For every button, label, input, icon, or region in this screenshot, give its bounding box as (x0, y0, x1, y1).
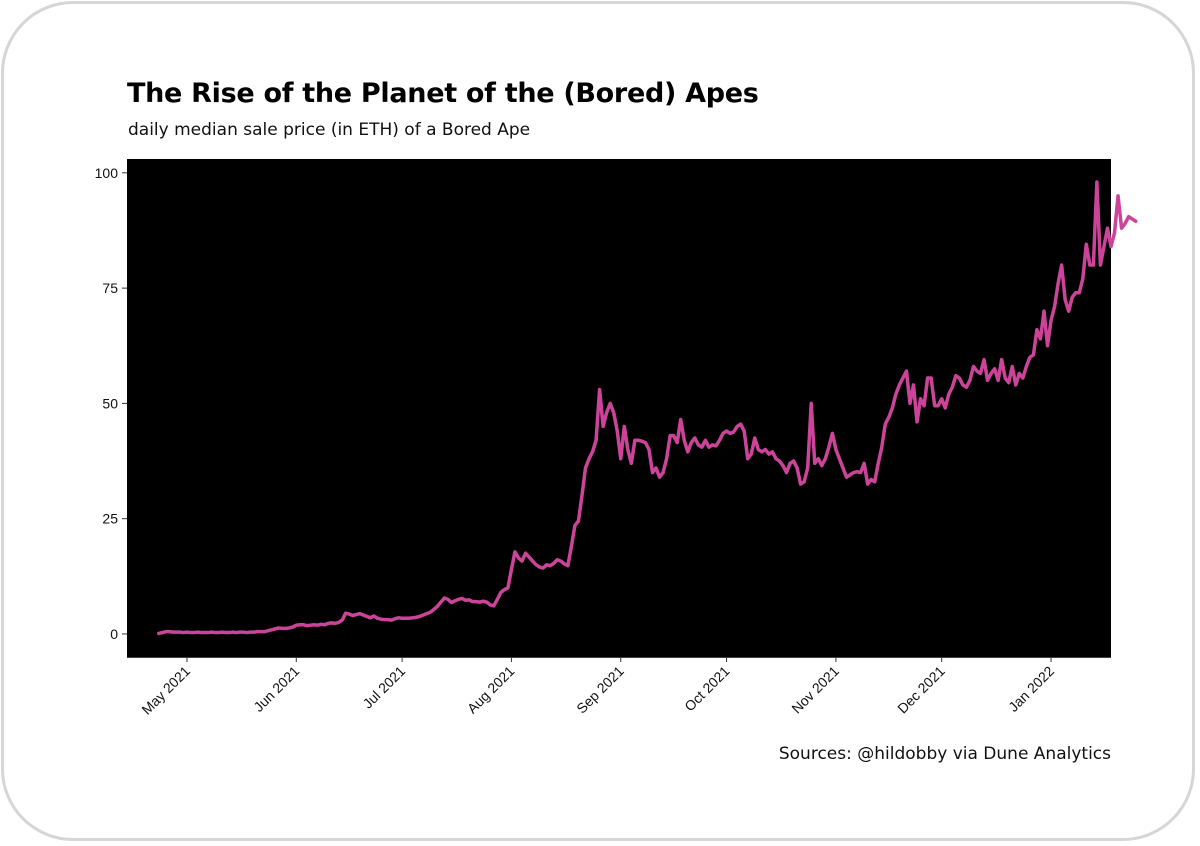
x-tick-label: Sep 2021 (573, 663, 627, 717)
y-tick-label: 25 (102, 511, 118, 527)
price-line (156, 180, 1138, 636)
chart-subtitle: daily median sale price (in ETH) of a Bo… (128, 120, 531, 140)
x-axis: May 2021 Jun 2021 Jul 2021 Aug 2021 Sep 2021… (138, 657, 1057, 718)
x-tick-label: Jul 2021 (359, 663, 408, 712)
x-tick-label: Jun 2021 (250, 663, 302, 715)
x-tick-label: Nov 2021 (788, 663, 842, 717)
y-tick-label: 0 (110, 626, 118, 642)
x-tick-label: Oct 2021 (681, 663, 733, 715)
chart-caption: Sources: @hildobby via Dune Analytics (778, 744, 1111, 764)
plot-panel (127, 159, 1111, 657)
y-tick-label: 75 (102, 280, 118, 296)
x-tick-label: Aug 2021 (464, 663, 518, 717)
y-tick-label: 100 (95, 165, 119, 181)
y-tick-label: 50 (102, 395, 118, 411)
y-axis: 0 25 50 75 100 (95, 165, 127, 642)
x-tick-label: Dec 2021 (894, 663, 948, 717)
chart-title: The Rise of the Planet of the (Bored) Ap… (127, 78, 759, 109)
x-tick-label: May 2021 (138, 663, 193, 718)
x-tick-label: Jan 2022 (1005, 663, 1057, 715)
